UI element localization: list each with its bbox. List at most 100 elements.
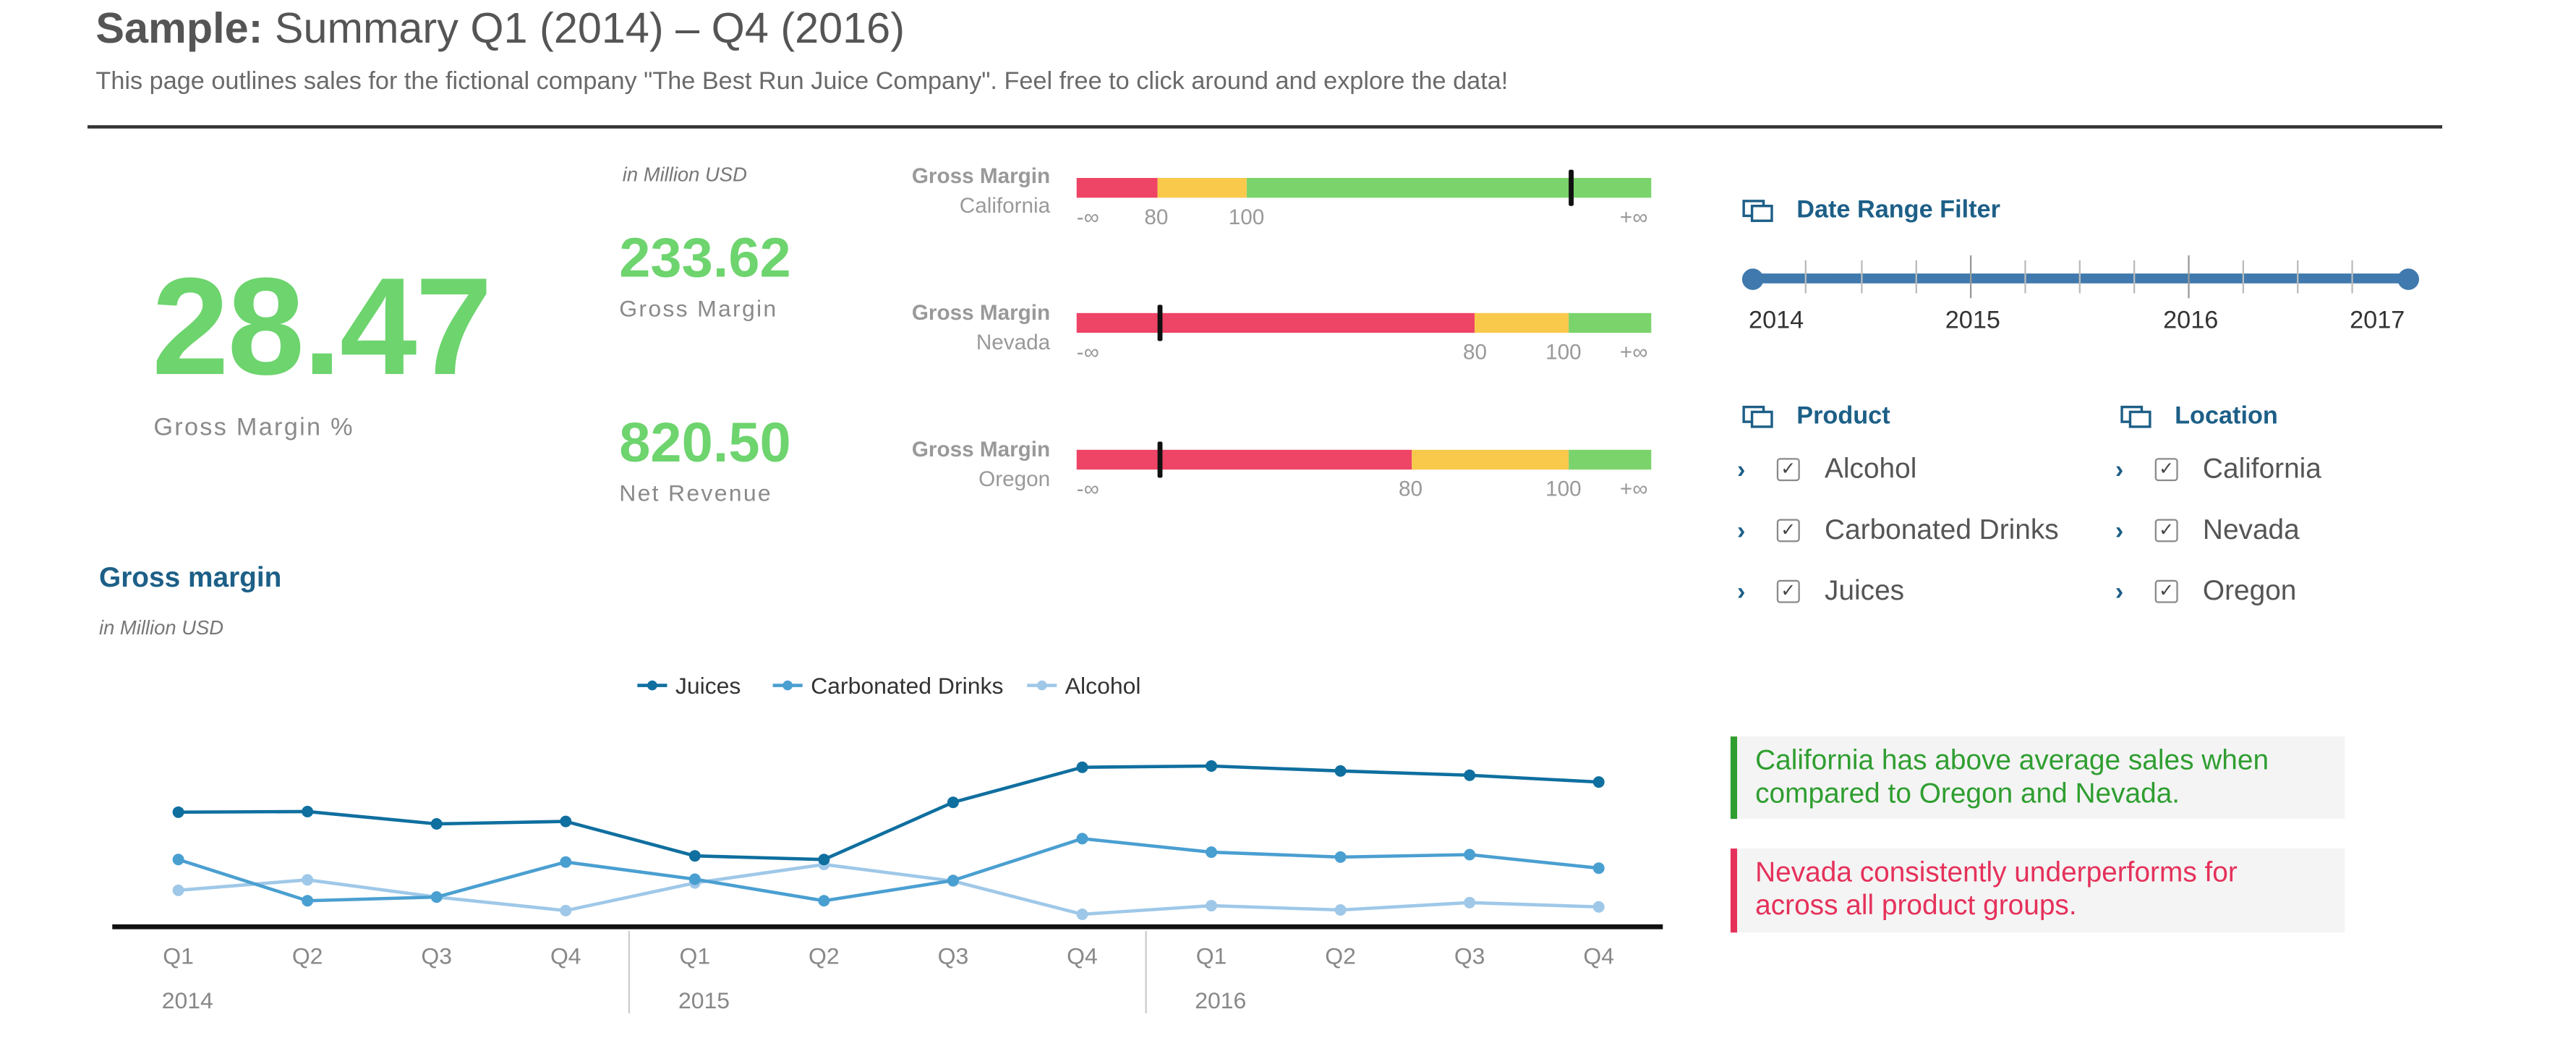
x-group-label: 2016 [1195, 987, 1246, 1013]
data-point [1592, 862, 1605, 875]
date-range-start-handle[interactable] [1741, 268, 1764, 290]
series-line [178, 764, 1599, 862]
bullet-tick: 100 [1228, 204, 1265, 229]
bullet-tick: -∞ [1076, 476, 1099, 501]
data-point [1334, 765, 1347, 777]
tree-item-oregon[interactable]: › ✓ Oregon [2115, 575, 2321, 608]
tree-item-label: Nevada [2202, 514, 2300, 545]
data-point [1206, 846, 1218, 859]
date-range-end-handle[interactable] [2397, 268, 2420, 290]
x-group-label: 2014 [162, 987, 213, 1013]
x-tick-label: Q1 [163, 943, 194, 969]
checkbox[interactable]: ✓ [1776, 579, 1800, 603]
checkbox[interactable]: ✓ [1776, 458, 1800, 482]
tree-item-alcohol[interactable]: › ✓ Alcohol [1737, 453, 2059, 486]
slider-year-label: 2017 [2350, 306, 2405, 335]
slider-minor-tick [2242, 260, 2245, 294]
check-icon: ✓ [1780, 459, 1796, 479]
slider-minor-tick [2024, 260, 2026, 294]
tree-item-nevada[interactable]: › ✓ Nevada [2115, 514, 2321, 548]
checkbox[interactable]: ✓ [2154, 519, 2178, 543]
bullet-range-green [1569, 449, 1652, 470]
bullet-title: Gross Margin [911, 163, 1051, 188]
product-filter-header[interactable]: Product [1742, 402, 1890, 430]
header-divider [88, 125, 2443, 129]
chevron-right-icon[interactable]: › [1737, 577, 1746, 606]
bullet-tick: -∞ [1076, 204, 1099, 229]
date-range-filter-header[interactable]: Date Range Filter [1742, 196, 2000, 224]
check-icon: ✓ [1780, 519, 1796, 540]
x-tick-label: Q2 [292, 943, 323, 969]
chart-title: Gross margin [98, 561, 282, 594]
layered-squares-icon [1742, 404, 1773, 427]
check-icon: ✓ [2159, 519, 2175, 540]
x-tick-label: Q1 [680, 943, 711, 969]
data-point [1206, 900, 1218, 912]
bullet-region: California [959, 192, 1051, 218]
legend-marker [647, 680, 657, 691]
page-subtitle: This page outlines sales for the fiction… [95, 67, 1509, 96]
data-point [1206, 760, 1218, 772]
data-point [1464, 848, 1476, 861]
bullet-range-red [1076, 312, 1475, 333]
x-tick-label: Q2 [809, 943, 840, 969]
tree-item-california[interactable]: › ✓ California [2115, 453, 2321, 486]
x-tick-label: Q2 [1325, 943, 1356, 969]
slider-minor-tick [2078, 260, 2081, 294]
data-point [947, 796, 959, 809]
chevron-right-icon[interactable]: › [2115, 455, 2124, 484]
x-tick-label: Q3 [1454, 943, 1485, 969]
location-filter-title: Location [2175, 401, 2278, 430]
bullet-tick: 80 [1144, 204, 1169, 229]
title-text: Summary Q1 (2014) – Q4 (2016) [263, 3, 905, 53]
bullet-tick: 100 [1545, 339, 1582, 365]
kpi-net-revenue-label: Net Revenue [619, 479, 772, 506]
bullet-title: Gross Margin [911, 436, 1051, 461]
data-point [1334, 851, 1347, 863]
slider-major-tick [2188, 255, 2190, 299]
layered-squares-icon [1742, 199, 1773, 221]
gross-margin-line-chart: Juices Carbonated Drinks Alcohol Q1 Q2 Q3 Q4 Q1… [112, 673, 1663, 1013]
bullet-range-yellow [1157, 178, 1247, 198]
data-point [302, 805, 314, 817]
bullet-region: Nevada [976, 329, 1051, 354]
location-tree: › ✓ California › ✓ Nevada › ✓ Oregon [2115, 453, 2321, 608]
check-icon: ✓ [1780, 580, 1796, 601]
checkbox[interactable]: ✓ [2154, 579, 2178, 603]
bullet-label-oregon: Gross Margin Oregon [902, 435, 1050, 494]
x-tick-label: Q3 [938, 943, 969, 969]
page-title: Sample: Summary Q1 (2014) – Q4 (2016) [95, 4, 905, 55]
data-point [560, 815, 572, 828]
data-point [560, 856, 572, 868]
bullet-tick: 80 [1463, 339, 1488, 365]
kpi-gross-margin-label: Gross Margin [619, 294, 778, 322]
bullet-chart-nevada: -∞ 80 100 +∞ [1076, 305, 1652, 364]
bullet-label-nevada: Gross Margin Nevada [902, 298, 1050, 357]
location-filter-header[interactable]: Location [2120, 402, 2278, 430]
bullet-chart-oregon: -∞ 80 100 +∞ [1076, 441, 1652, 501]
chevron-right-icon[interactable]: › [1737, 455, 1746, 484]
checkbox[interactable]: ✓ [1776, 519, 1800, 543]
series-line [178, 862, 1599, 916]
checkbox[interactable]: ✓ [2154, 458, 2178, 482]
chevron-right-icon[interactable]: › [2115, 577, 2124, 606]
data-point [1592, 901, 1605, 913]
x-tick-label: Q4 [1583, 943, 1614, 969]
tree-item-juices[interactable]: › ✓ Juices [1737, 575, 2059, 608]
data-point [1076, 908, 1088, 920]
slider-minor-tick [1804, 260, 1807, 294]
chevron-right-icon[interactable]: › [2115, 516, 2124, 545]
data-point [818, 895, 830, 907]
x-tick-label: Q1 [1196, 943, 1227, 969]
data-point [172, 806, 184, 818]
bullet-tick: +∞ [1619, 476, 1648, 501]
check-icon: ✓ [2159, 459, 2175, 479]
tree-item-carbonated-drinks[interactable]: › ✓ Carbonated Drinks [1737, 514, 2059, 548]
slider-minor-tick [2351, 260, 2353, 294]
slider-year-label: 2014 [1749, 306, 1804, 335]
bullet-range-green [1246, 178, 1652, 198]
tree-item-label: Alcohol [1825, 453, 1917, 485]
bullet-tick: 100 [1545, 476, 1582, 501]
tree-item-label: Oregon [2202, 574, 2297, 607]
chevron-right-icon[interactable]: › [1737, 516, 1746, 545]
